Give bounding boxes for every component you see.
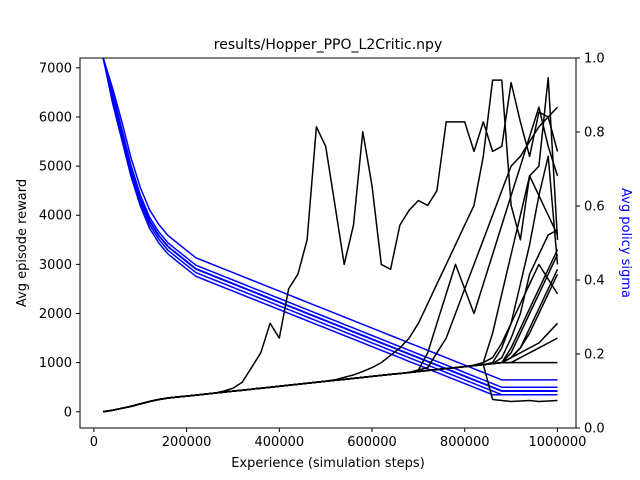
x-tick-label: 800000 (440, 435, 490, 450)
x-axis-label: Experience (simulation steps) (231, 456, 425, 471)
plot-frame (79, 57, 577, 429)
y2-tick-label: 1.0 (584, 52, 605, 67)
sigma-line-5 (102, 57, 558, 396)
y-tick-label: 5000 (39, 160, 72, 175)
x-tick-label: 0 (90, 435, 98, 450)
y-tick-label: 1000 (39, 356, 72, 371)
y-tick-label: 4000 (39, 209, 72, 224)
y-tick-label: 2000 (39, 307, 72, 322)
sigma-line-7 (102, 57, 558, 396)
sigma-series-group (102, 57, 558, 396)
y-tick-label: 6000 (39, 110, 72, 125)
y-axis-ticks: 0 1000 2000 3000 4000 5000 6000 7000 (39, 61, 80, 420)
y-tick-label: 0 (64, 405, 72, 420)
x-tick-label: 1000000 (529, 435, 587, 450)
chart-title: results/Hopper_PPO_L2Critic.npy (214, 37, 442, 53)
reward-series-group (103, 76, 559, 413)
x-tick-label: 400000 (255, 435, 305, 450)
plot-area (80, 58, 576, 428)
y-tick-label: 7000 (39, 61, 72, 76)
y2-tick-label: 0.8 (584, 126, 605, 141)
y2-tick-label: 0.2 (584, 348, 605, 363)
y2-tick-label: 0.6 (584, 200, 605, 215)
y2-tick-label: 0.0 (584, 422, 605, 437)
y2-axis-label: Avg policy sigma (618, 188, 633, 298)
y-axis-label: Avg episode reward (15, 179, 30, 307)
sigma-line-16 (102, 57, 558, 392)
y-tick-label: 3000 (39, 258, 72, 273)
reward-line-16 (103, 361, 558, 413)
y2-tick-label: 0.4 (584, 274, 605, 289)
x-tick-label: 600000 (347, 435, 397, 450)
sigma-line-6 (102, 57, 558, 389)
y2-axis-ticks: 0.0 0.2 0.4 0.6 0.8 1.0 (576, 52, 605, 437)
sigma-line-4 (102, 57, 558, 381)
x-axis-ticks: 0 200000 400000 600000 800000 1000000 (90, 428, 587, 450)
x-tick-label: 200000 (162, 435, 212, 450)
